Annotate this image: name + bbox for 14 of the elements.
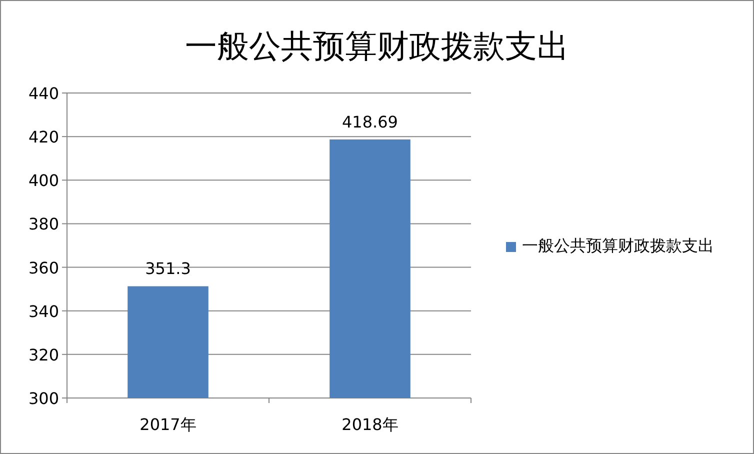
y-tick-label: 360: [28, 258, 59, 278]
y-tick-label: 400: [28, 171, 59, 190]
x-tick-label: 2018年: [342, 415, 398, 434]
y-tick-label: 340: [28, 302, 59, 321]
legend-label: 一般公共预算财政拨款支出: [522, 235, 714, 257]
y-tick-label: 420: [28, 128, 59, 147]
data-label: 418.69: [342, 112, 398, 132]
y-tick-label: 320: [28, 345, 59, 364]
data-label: 351.3: [145, 259, 191, 278]
y-tick-label: 440: [28, 84, 59, 103]
chart-title: 一般公共预算财政拨款支出: [185, 27, 569, 65]
y-tick-label: 380: [28, 214, 59, 234]
x-tick-label: 2017年: [140, 415, 196, 434]
y-tick-label: 300: [28, 389, 59, 408]
